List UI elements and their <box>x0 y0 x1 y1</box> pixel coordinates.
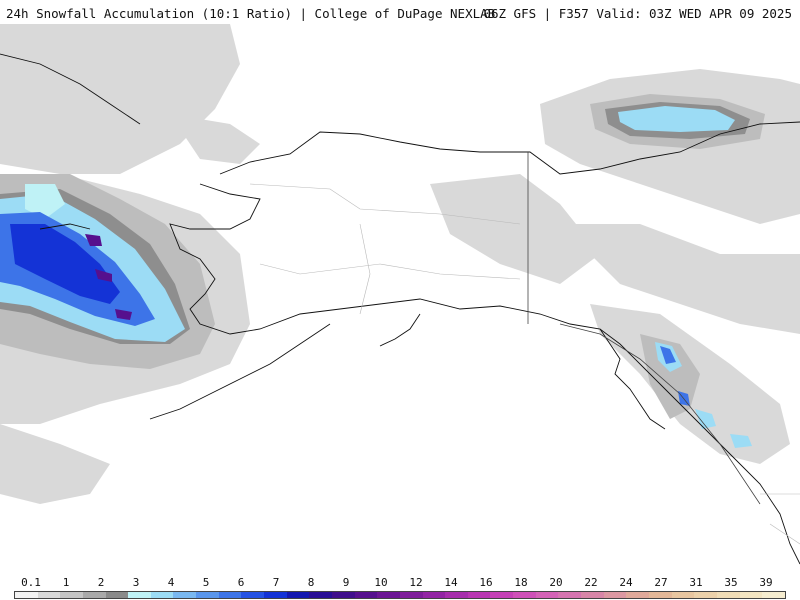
legend-swatch <box>399 592 423 598</box>
snow-field-coast-cyan-2 <box>730 434 752 448</box>
legend-swatch <box>513 592 536 598</box>
legend-swatch <box>671 592 695 598</box>
legend-swatch <box>581 592 604 598</box>
legend-swatch <box>626 592 649 598</box>
legend-tick: 4 <box>167 576 175 589</box>
interior-region-border-2 <box>259 263 521 280</box>
legend-swatch <box>467 592 491 598</box>
snow-field-purple-2 <box>95 269 112 282</box>
snow-field-purple-3 <box>115 309 132 320</box>
legend-swatch <box>150 592 174 598</box>
legend-tick: 9 <box>342 576 350 589</box>
arctic-coastline <box>219 121 800 175</box>
legend-tick: 24 <box>619 576 633 589</box>
legend-tick: 18 <box>514 576 528 589</box>
legend-tick-labels: 0.1 1 2 3 4 5 6 7 8 9 10 12 14 16 18 20 … <box>0 576 800 589</box>
legend-swatch <box>535 592 559 598</box>
product-title: 24h Snowfall Accumulation (10:1 Ratio) |… <box>6 6 496 21</box>
legend-swatch <box>354 592 378 598</box>
legend-tick: 0.1 <box>21 576 41 589</box>
kodiak-island <box>379 313 421 347</box>
legend-swatch <box>218 592 242 598</box>
gulf-coastline <box>169 183 800 565</box>
legend-swatch <box>286 592 310 598</box>
legend-tick: 39 <box>759 576 773 589</box>
legend-swatch <box>331 592 355 598</box>
legend-tick: 27 <box>654 576 668 589</box>
snow-field-yukon-cyan <box>618 106 735 132</box>
legend-swatch <box>60 592 83 598</box>
legend-swatch <box>15 592 38 598</box>
legend-tick: 16 <box>479 576 493 589</box>
aleutian-chain <box>149 323 331 420</box>
legend-swatch <box>37 592 61 598</box>
legend-tick: 14 <box>444 576 458 589</box>
legend-swatch <box>445 592 468 598</box>
snow-field-yukon-south <box>560 224 800 334</box>
snowfall-legend: 0.1 1 2 3 4 5 6 7 8 9 10 12 14 16 18 20 … <box>0 576 800 600</box>
snow-field-bering-deep-blue <box>10 224 120 304</box>
legend-tick: 10 <box>374 576 388 589</box>
legend-tick: 35 <box>724 576 738 589</box>
legend-tick: 20 <box>549 576 563 589</box>
legend-swatch <box>196 592 219 598</box>
legend-tick: 12 <box>409 576 423 589</box>
interior-region-border-1 <box>249 183 521 225</box>
legend-swatch <box>490 592 514 598</box>
model-valid-time: 06Z GFS | F357 Valid: 03Z WED APR 09 202… <box>483 6 792 21</box>
legend-swatch <box>377 592 400 598</box>
legend-tick: 7 <box>272 576 280 589</box>
snow-field-northwest <box>0 24 240 174</box>
legend-swatch <box>694 592 717 598</box>
legend-swatch <box>762 592 785 598</box>
legend-swatch <box>241 592 265 598</box>
snow-field-seward <box>170 114 260 164</box>
alaska-map-icon <box>0 24 800 565</box>
state-border-1 <box>769 523 800 545</box>
snow-field-interior-east <box>430 174 600 284</box>
legend-tick: 5 <box>202 576 210 589</box>
legend-tick: 8 <box>307 576 315 589</box>
legend-swatch <box>264 592 287 598</box>
title-bar: 24h Snowfall Accumulation (10:1 Ratio) |… <box>0 0 800 24</box>
legend-tick: 31 <box>689 576 703 589</box>
panhandle-islands <box>599 328 666 430</box>
legend-swatch <box>422 592 446 598</box>
legend-swatch <box>128 592 151 598</box>
legend-swatch <box>603 592 627 598</box>
legend-swatch <box>739 592 763 598</box>
legend-swatch <box>105 592 129 598</box>
legend-swatch <box>716 592 740 598</box>
legend-tick: 22 <box>584 576 598 589</box>
chukotka-coast <box>39 223 91 230</box>
legend-tick: 3 <box>132 576 140 589</box>
legend-swatch <box>648 592 672 598</box>
legend-swatch <box>309 592 332 598</box>
legend-swatch <box>558 592 582 598</box>
snow-field-purple-1 <box>85 234 102 246</box>
interior-region-border-3 <box>359 223 371 315</box>
legend-tick: 6 <box>237 576 245 589</box>
snowfall-map <box>0 24 800 576</box>
legend-color-scale <box>14 591 786 599</box>
snow-field-panhandle-blue <box>660 346 676 364</box>
snow-field-northwest-cyan <box>25 184 65 219</box>
legend-tick: 1 <box>62 576 70 589</box>
legend-swatch <box>173 592 197 598</box>
snow-field-southwest <box>0 424 110 504</box>
siberia-coast <box>0 53 141 125</box>
bc-border <box>559 323 761 505</box>
legend-swatch <box>82 592 106 598</box>
legend-tick: 2 <box>97 576 105 589</box>
